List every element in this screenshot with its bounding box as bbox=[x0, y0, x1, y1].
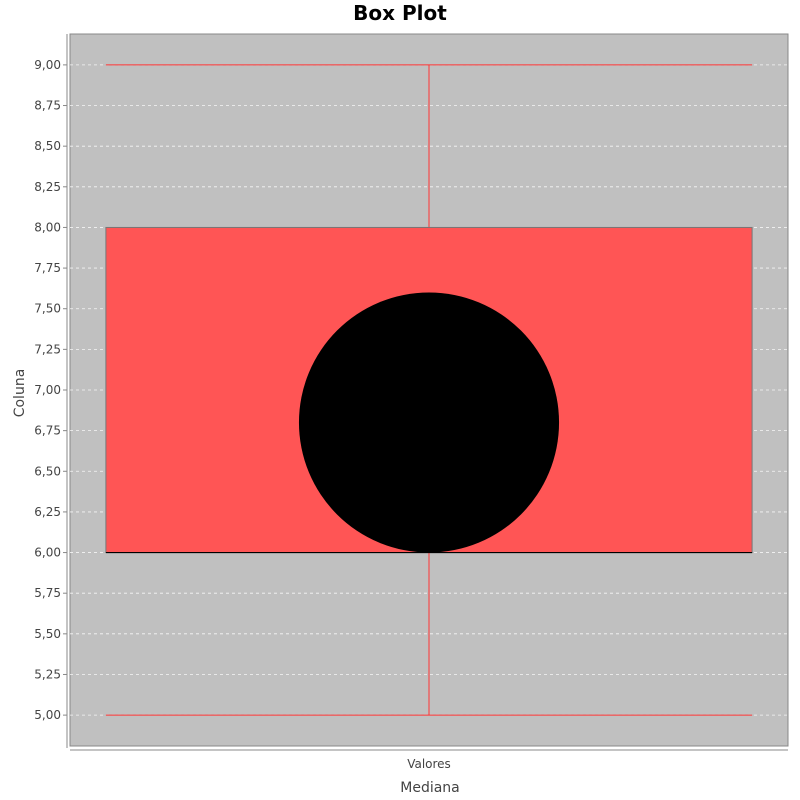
y-tick-label-1: 5,25 bbox=[34, 667, 61, 681]
y-tick-label-16: 9,00 bbox=[34, 58, 61, 72]
chart-title: Box Plot bbox=[353, 1, 447, 25]
y-tick-label-9: 7,25 bbox=[34, 342, 61, 356]
y-tick-label-15: 8,75 bbox=[34, 99, 61, 113]
y-tick-label-5: 6,25 bbox=[34, 505, 61, 519]
y-tick-label-6: 6,50 bbox=[34, 464, 61, 478]
mean-marker bbox=[298, 292, 560, 553]
y-tick-label-14: 8,50 bbox=[34, 139, 61, 153]
x-axis-label: Mediana bbox=[400, 780, 460, 796]
y-tick-label-2: 5,50 bbox=[34, 627, 61, 641]
y-tick-label-11: 7,75 bbox=[34, 261, 61, 275]
y-tick-label-3: 5,75 bbox=[34, 586, 61, 600]
y-tick-label-7: 6,75 bbox=[34, 424, 61, 438]
y-axis-label: Coluna bbox=[12, 369, 28, 418]
x-tick-label-0: Valores bbox=[407, 757, 451, 771]
y-tick-label-0: 5,00 bbox=[34, 708, 61, 722]
y-tick-label-12: 8,00 bbox=[34, 220, 61, 234]
y-tick-label-4: 6,00 bbox=[34, 546, 61, 560]
y-tick-label-10: 7,50 bbox=[34, 302, 61, 316]
y-tick-label-8: 7,00 bbox=[34, 383, 61, 397]
y-tick-label-13: 8,25 bbox=[34, 180, 61, 194]
